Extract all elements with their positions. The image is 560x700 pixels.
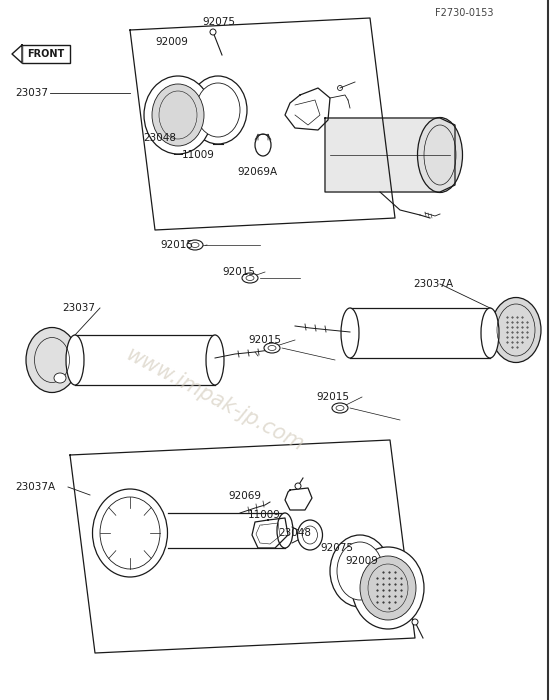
- Polygon shape: [12, 45, 22, 63]
- Polygon shape: [325, 118, 455, 192]
- Polygon shape: [168, 513, 285, 548]
- Circle shape: [210, 29, 216, 35]
- Circle shape: [412, 619, 418, 625]
- Ellipse shape: [341, 308, 359, 358]
- Ellipse shape: [187, 240, 203, 250]
- Ellipse shape: [189, 76, 247, 144]
- Ellipse shape: [277, 513, 293, 548]
- Ellipse shape: [418, 118, 463, 192]
- Text: 92009: 92009: [155, 37, 188, 47]
- Polygon shape: [350, 308, 490, 358]
- Text: 23037: 23037: [15, 88, 48, 98]
- Text: 92015: 92015: [316, 392, 349, 402]
- Ellipse shape: [264, 343, 280, 353]
- Text: 92075: 92075: [320, 543, 353, 553]
- Ellipse shape: [152, 84, 204, 146]
- Text: 92015: 92015: [160, 240, 193, 250]
- Text: 23037A: 23037A: [413, 279, 453, 289]
- Text: 92069A: 92069A: [237, 167, 277, 177]
- Circle shape: [338, 85, 343, 90]
- Ellipse shape: [92, 489, 167, 577]
- Text: 23048: 23048: [278, 528, 311, 538]
- Ellipse shape: [144, 76, 212, 154]
- Ellipse shape: [491, 298, 541, 363]
- Ellipse shape: [66, 335, 84, 385]
- Text: 92069: 92069: [228, 491, 261, 501]
- Text: FRONT: FRONT: [27, 49, 64, 59]
- Ellipse shape: [297, 520, 323, 550]
- Text: 92015: 92015: [248, 335, 281, 345]
- Ellipse shape: [242, 273, 258, 283]
- Ellipse shape: [360, 556, 416, 620]
- Text: 92015: 92015: [222, 267, 255, 277]
- Ellipse shape: [206, 335, 224, 385]
- Text: 23037: 23037: [62, 303, 95, 313]
- Text: 11009: 11009: [248, 510, 281, 520]
- Ellipse shape: [255, 134, 271, 156]
- Ellipse shape: [26, 328, 78, 393]
- Text: 23048: 23048: [143, 133, 176, 143]
- Text: 23037A: 23037A: [15, 482, 55, 492]
- Ellipse shape: [54, 373, 66, 383]
- FancyBboxPatch shape: [22, 45, 70, 63]
- Text: 92009: 92009: [345, 556, 378, 566]
- Polygon shape: [75, 335, 215, 385]
- Text: F2730-0153: F2730-0153: [435, 8, 493, 18]
- Text: 92075: 92075: [202, 17, 235, 27]
- Text: www.impak-jp.com: www.impak-jp.com: [123, 344, 307, 456]
- Ellipse shape: [332, 403, 348, 413]
- Text: 11009: 11009: [182, 150, 215, 160]
- Ellipse shape: [337, 542, 383, 600]
- Ellipse shape: [481, 308, 499, 358]
- Ellipse shape: [196, 83, 240, 137]
- Circle shape: [295, 483, 301, 489]
- Ellipse shape: [352, 547, 424, 629]
- Ellipse shape: [330, 535, 390, 607]
